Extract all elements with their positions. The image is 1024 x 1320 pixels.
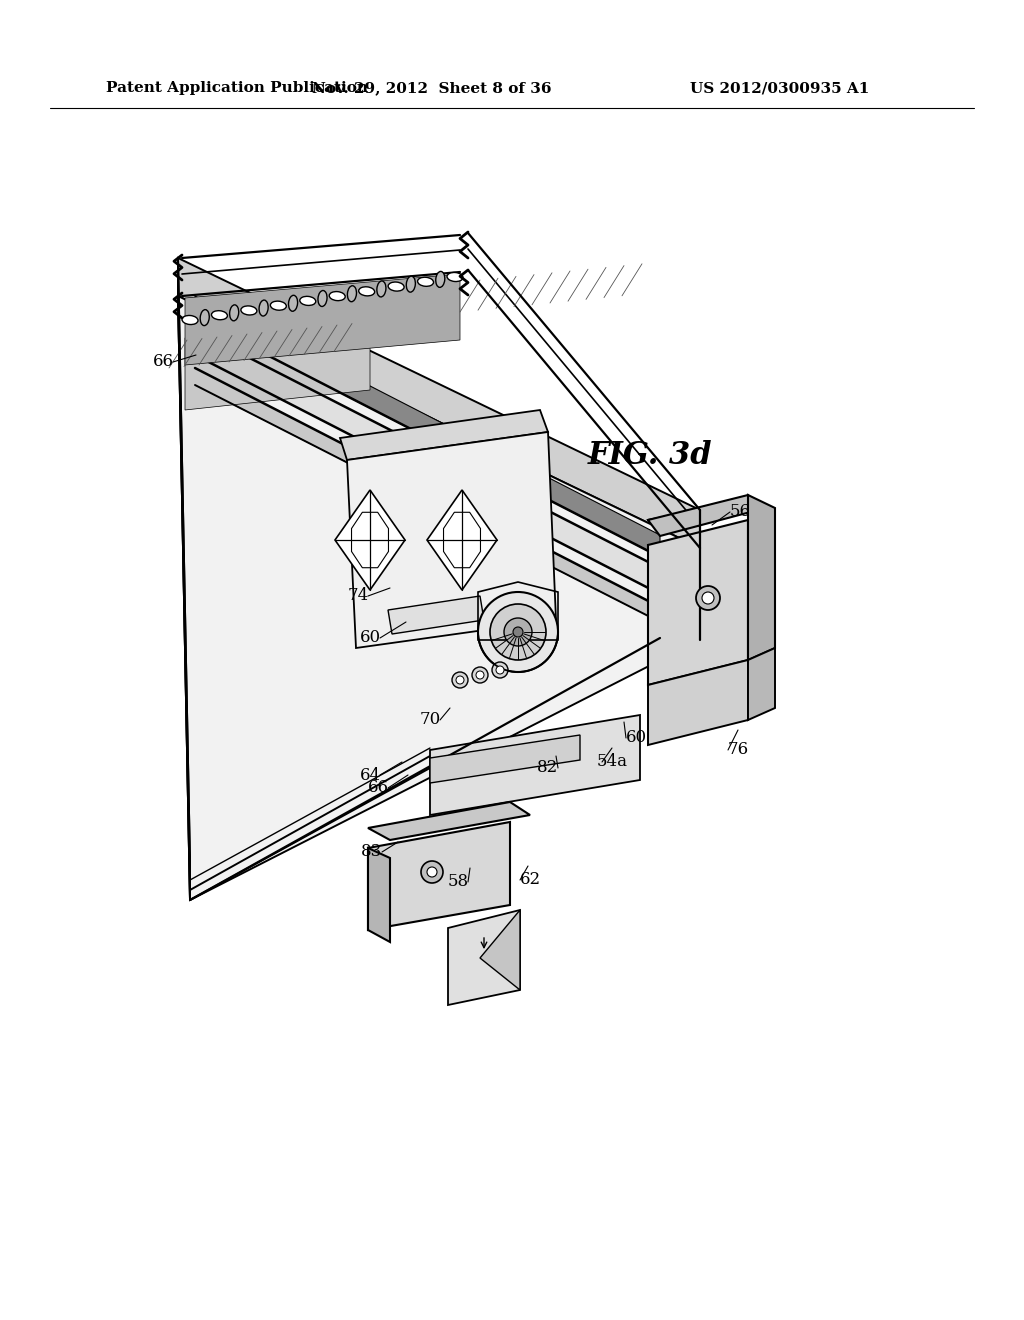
Circle shape bbox=[492, 663, 508, 678]
Polygon shape bbox=[178, 257, 700, 548]
Circle shape bbox=[421, 861, 443, 883]
Text: FIG. 3d: FIG. 3d bbox=[588, 440, 713, 470]
Circle shape bbox=[702, 591, 714, 605]
Polygon shape bbox=[430, 715, 640, 814]
Circle shape bbox=[513, 627, 523, 638]
Text: US 2012/0300935 A1: US 2012/0300935 A1 bbox=[690, 81, 869, 95]
Polygon shape bbox=[427, 490, 497, 590]
Ellipse shape bbox=[318, 290, 327, 306]
Polygon shape bbox=[368, 822, 510, 931]
Ellipse shape bbox=[377, 281, 386, 297]
Polygon shape bbox=[185, 318, 370, 411]
Ellipse shape bbox=[270, 301, 287, 310]
Circle shape bbox=[496, 667, 504, 675]
Ellipse shape bbox=[330, 292, 345, 301]
Polygon shape bbox=[368, 847, 390, 942]
Polygon shape bbox=[368, 803, 530, 840]
Text: Nov. 29, 2012  Sheet 8 of 36: Nov. 29, 2012 Sheet 8 of 36 bbox=[312, 81, 552, 95]
Polygon shape bbox=[648, 520, 748, 685]
Text: 66: 66 bbox=[368, 780, 388, 796]
Circle shape bbox=[478, 591, 558, 672]
Ellipse shape bbox=[418, 277, 433, 286]
Text: 60: 60 bbox=[626, 730, 646, 747]
Text: 54a: 54a bbox=[597, 754, 628, 771]
Text: 74: 74 bbox=[347, 587, 369, 605]
Text: 64: 64 bbox=[359, 767, 381, 784]
Circle shape bbox=[696, 586, 720, 610]
Polygon shape bbox=[347, 432, 556, 648]
Polygon shape bbox=[430, 735, 580, 783]
Polygon shape bbox=[648, 660, 748, 744]
Text: 83: 83 bbox=[361, 843, 383, 861]
Text: 76: 76 bbox=[727, 742, 749, 759]
Circle shape bbox=[472, 667, 488, 682]
Ellipse shape bbox=[436, 272, 444, 288]
Ellipse shape bbox=[241, 306, 257, 315]
Polygon shape bbox=[480, 909, 520, 990]
Polygon shape bbox=[748, 495, 775, 660]
Text: 82: 82 bbox=[538, 759, 559, 776]
Ellipse shape bbox=[212, 310, 227, 319]
Circle shape bbox=[504, 618, 532, 645]
Ellipse shape bbox=[182, 315, 198, 325]
Polygon shape bbox=[195, 330, 660, 594]
Text: 58: 58 bbox=[447, 874, 469, 891]
Circle shape bbox=[476, 671, 484, 678]
Polygon shape bbox=[178, 257, 190, 900]
Text: 56: 56 bbox=[729, 503, 751, 520]
Ellipse shape bbox=[358, 286, 375, 296]
Text: 62: 62 bbox=[519, 871, 541, 888]
Circle shape bbox=[427, 867, 437, 876]
Polygon shape bbox=[178, 296, 700, 900]
Polygon shape bbox=[388, 597, 484, 634]
Circle shape bbox=[490, 605, 546, 660]
Ellipse shape bbox=[259, 300, 268, 315]
Polygon shape bbox=[195, 296, 660, 557]
Ellipse shape bbox=[388, 282, 404, 292]
Ellipse shape bbox=[447, 272, 463, 281]
Text: 66: 66 bbox=[153, 354, 173, 371]
Circle shape bbox=[452, 672, 468, 688]
Text: Patent Application Publication: Patent Application Publication bbox=[106, 81, 368, 95]
Polygon shape bbox=[195, 368, 660, 622]
Ellipse shape bbox=[407, 276, 416, 292]
Ellipse shape bbox=[229, 305, 239, 321]
Polygon shape bbox=[648, 495, 758, 536]
Ellipse shape bbox=[300, 297, 315, 305]
Polygon shape bbox=[449, 909, 520, 1005]
Polygon shape bbox=[748, 648, 775, 719]
Circle shape bbox=[456, 676, 464, 684]
Ellipse shape bbox=[289, 296, 298, 312]
Text: 60: 60 bbox=[359, 630, 381, 647]
Polygon shape bbox=[335, 490, 406, 590]
Ellipse shape bbox=[347, 285, 356, 302]
Polygon shape bbox=[185, 275, 460, 366]
Polygon shape bbox=[340, 411, 548, 459]
Text: 70: 70 bbox=[420, 711, 440, 729]
Ellipse shape bbox=[200, 310, 209, 326]
